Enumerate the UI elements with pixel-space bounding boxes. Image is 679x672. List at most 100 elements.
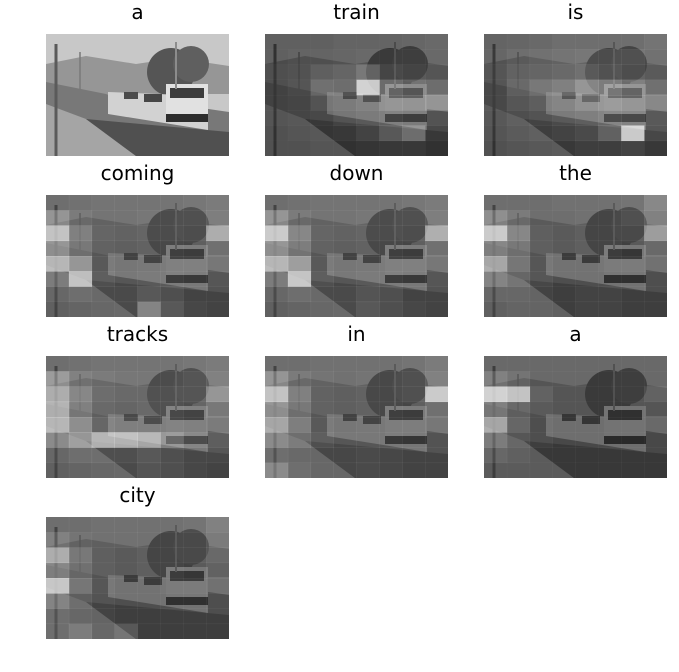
attention-cell — [529, 401, 553, 418]
attention-cell — [529, 225, 553, 242]
attention-cell — [160, 547, 184, 564]
attention-cell — [137, 240, 161, 257]
attention-cell — [287, 34, 312, 50]
attention-cell — [621, 286, 645, 303]
attention-cell — [91, 578, 115, 594]
attention-cell — [644, 417, 667, 433]
attention-cell — [575, 286, 599, 303]
attention-cell — [206, 462, 229, 478]
attention-cell — [183, 517, 207, 533]
attention-cell — [114, 562, 138, 579]
attention-cell — [379, 64, 403, 81]
attention-cell — [529, 271, 553, 287]
panel-word: the — [559, 161, 592, 185]
attention-cell — [183, 608, 207, 625]
attention-cell — [183, 562, 207, 579]
panel-image — [265, 356, 448, 478]
attention-cell — [552, 79, 576, 96]
attention-cell — [621, 447, 645, 464]
attention-cell — [598, 95, 622, 111]
attention-cell — [183, 195, 207, 211]
attention-cell — [46, 623, 70, 639]
attention-cell — [529, 256, 553, 272]
attention-cell — [287, 79, 312, 96]
scene — [46, 517, 229, 639]
attention-cell — [265, 140, 289, 156]
panel-image — [484, 34, 667, 156]
attention-cell — [402, 286, 426, 303]
attention-cell — [575, 195, 599, 211]
attention-cell — [160, 517, 184, 533]
attention-cell — [621, 64, 645, 81]
attention-cell — [265, 371, 289, 387]
attention-cell — [333, 386, 357, 403]
attention-cell — [183, 286, 207, 303]
attention-cell — [598, 225, 622, 242]
attention-cell — [425, 417, 448, 433]
attention-cell — [287, 432, 312, 448]
attention-cell — [552, 140, 576, 156]
attention-cell — [114, 210, 138, 226]
attention-cell — [206, 301, 229, 317]
attention-overlay — [484, 356, 667, 478]
attention-cell — [506, 79, 531, 96]
attention-cell — [114, 417, 138, 433]
attention-cell — [575, 49, 599, 65]
attention-cell — [529, 432, 553, 448]
attention-cell — [91, 608, 115, 625]
attention-cell — [91, 623, 115, 639]
attention-cell — [506, 271, 531, 287]
panel-image — [265, 195, 448, 317]
attention-cell — [529, 34, 553, 50]
attention-cell — [644, 432, 667, 448]
attention-cell — [265, 64, 289, 81]
attention-map — [484, 356, 667, 478]
attention-cell — [506, 49, 531, 65]
attention-cell — [160, 447, 184, 464]
attention-cell — [644, 240, 667, 257]
attention-cell — [644, 286, 667, 303]
panel-image — [484, 195, 667, 317]
attention-cell — [529, 49, 553, 65]
attention-cell — [333, 240, 357, 257]
attention-cell — [621, 95, 645, 111]
attention-cell — [310, 447, 334, 464]
attention-map — [265, 195, 448, 317]
attention-cell — [160, 562, 184, 579]
panel-image — [484, 356, 667, 478]
attention-cell — [402, 386, 426, 403]
attention-cell — [114, 608, 138, 625]
attention-cell — [529, 417, 553, 433]
attention-cell — [484, 356, 508, 372]
attention-cell — [114, 195, 138, 211]
attention-cell — [425, 95, 448, 111]
attention-cell — [529, 95, 553, 111]
attention-cell — [379, 125, 403, 142]
attention-cell — [206, 547, 229, 564]
attention-overlay — [46, 195, 229, 317]
panel-word: is — [567, 0, 584, 24]
attention-cell — [506, 371, 531, 387]
attention-cell — [644, 447, 667, 464]
attention-cell — [183, 256, 207, 272]
attention-cell — [621, 386, 645, 403]
panel-image — [46, 34, 229, 156]
attention-cell — [91, 286, 115, 303]
attention-cell — [506, 401, 531, 418]
attention-cell — [484, 271, 508, 287]
attention-cell — [575, 356, 599, 372]
attention-cell — [529, 386, 553, 403]
attention-cell — [575, 462, 599, 478]
attention-cell — [310, 371, 334, 387]
attention-cell — [402, 95, 426, 111]
attention-cell — [552, 125, 576, 142]
attention-cell — [46, 386, 70, 403]
attention-cell — [356, 64, 380, 81]
attention-cell — [356, 286, 380, 303]
attention-cell — [598, 49, 622, 65]
attention-cell — [506, 256, 531, 272]
attention-cell — [206, 256, 229, 272]
attention-cell — [114, 547, 138, 564]
attention-cell — [552, 225, 576, 242]
attention-cell — [529, 64, 553, 81]
